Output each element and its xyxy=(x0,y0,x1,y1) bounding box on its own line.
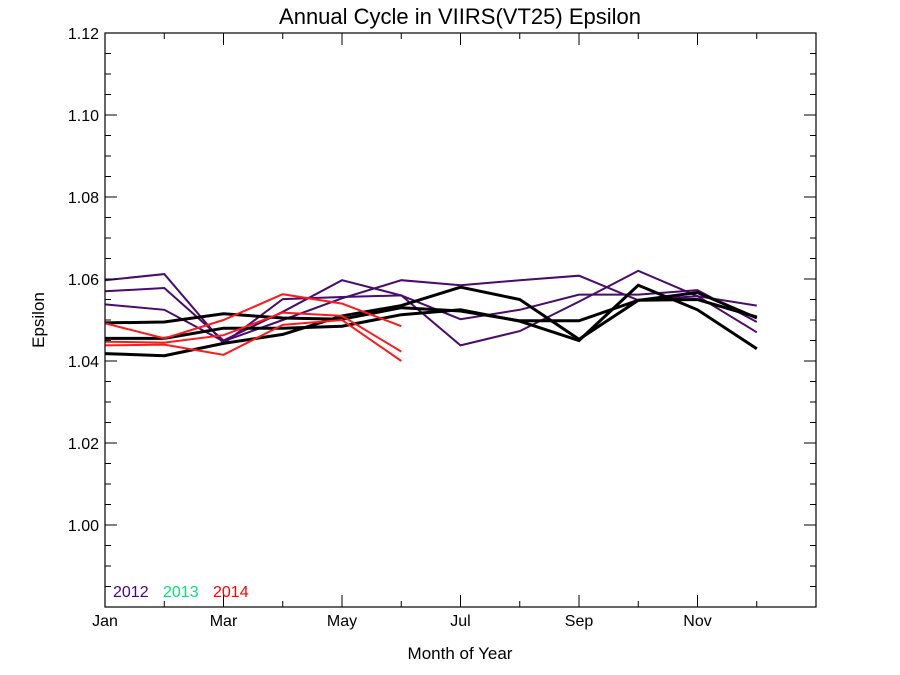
chart-title: Annual Cycle in VIIRS(VT25) Epsilon xyxy=(279,4,641,29)
series-line-8 xyxy=(104,318,402,362)
series-line-5 xyxy=(105,283,758,350)
x-tick-label: Nov xyxy=(683,613,711,630)
series-line-2 xyxy=(104,279,758,342)
legend: 2012 2013 2014 xyxy=(113,584,249,601)
series-line-7 xyxy=(104,293,402,340)
y-tick-label: 1.02 xyxy=(68,436,99,453)
y-tick-label: 1.08 xyxy=(68,190,99,207)
series-line-6 xyxy=(104,285,758,358)
legend-entry: 2013 xyxy=(163,584,199,601)
x-axis-label: Month of Year xyxy=(408,644,513,663)
y-axis-label: Epsilon xyxy=(29,292,48,348)
y-tick-labels: 1.00 1.02 1.04 1.06 1.08 1.10 1.12 xyxy=(68,26,99,535)
legend-entry: 2014 xyxy=(213,584,249,601)
x-tick-label: Jul xyxy=(450,613,470,630)
y-tick-label: 1.04 xyxy=(68,354,99,371)
x-tick-label: Sep xyxy=(565,613,594,630)
x-tick-label: May xyxy=(327,613,357,630)
legend-entry: 2012 xyxy=(113,584,149,601)
x-tick-label: Mar xyxy=(210,613,238,630)
y-tick-label: 1.00 xyxy=(68,518,99,535)
series-layer xyxy=(104,269,758,362)
y-tick-label: 1.12 xyxy=(68,26,99,43)
y-tick-label: 1.06 xyxy=(68,272,99,289)
y-tick-label: 1.10 xyxy=(68,108,99,125)
series-line-9 xyxy=(104,311,402,353)
x-tick-label: Jan xyxy=(92,613,118,630)
ticks-layer xyxy=(104,32,816,608)
x-tick-labels: Jan Mar May Jul Sep Nov xyxy=(92,613,712,630)
